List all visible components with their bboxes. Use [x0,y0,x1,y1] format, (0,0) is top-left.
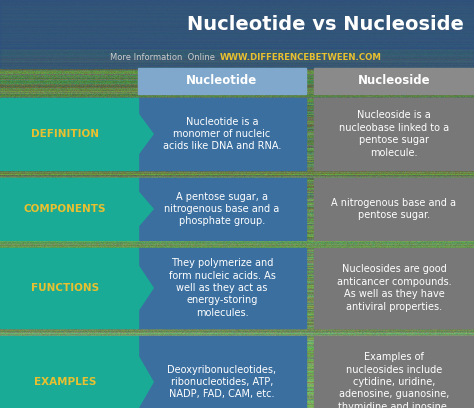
Text: A nitrogenous base and a
pentose sugar.: A nitrogenous base and a pentose sugar. [331,198,456,220]
Polygon shape [4,191,154,228]
Text: COMPONENTS: COMPONENTS [24,204,106,214]
Bar [138,178,306,240]
Text: Nucleotide vs Nucleoside: Nucleotide vs Nucleoside [187,15,464,33]
Text: Examples of
nucleosides include
cytidine, uridine,
adenosine, guanosine,
thymidi: Examples of nucleosides include cytidine… [338,352,450,408]
Text: FUNCTIONS: FUNCTIONS [31,283,99,293]
Bar [138,336,306,408]
Bar [0,178,138,240]
Bar [138,98,306,170]
Text: Nucleoside: Nucleoside [358,75,430,87]
Text: Deoxyribonucleotides,
ribonucleotides, ATP,
NADP, FAD, CAM, etc.: Deoxyribonucleotides, ribonucleotides, A… [167,365,276,399]
Text: Nucleosides are good
anticancer compounds.
As well as they have
antiviral proper: Nucleosides are good anticancer compound… [337,264,451,312]
Bar [314,336,474,408]
Text: Nucleotide: Nucleotide [186,75,258,87]
Text: EXAMPLES: EXAMPLES [34,377,96,387]
Text: Nucleoside is a
nucleobase linked to a
pentose sugar
molecule.: Nucleoside is a nucleobase linked to a p… [339,111,449,157]
Polygon shape [4,264,154,312]
Bar [0,98,138,170]
Bar [314,178,474,240]
Bar [0,336,138,408]
Bar [138,248,306,328]
Bar [138,68,306,94]
Text: They polymerize and
form nucleic acids. As
well as they act as
energy-storing
mo: They polymerize and form nucleic acids. … [169,258,275,318]
Text: Nucleotide is a
monomer of nucleic
acids like DNA and RNA.: Nucleotide is a monomer of nucleic acids… [163,117,281,151]
Bar [314,68,474,94]
Bar [314,248,474,328]
Text: DEFINITION: DEFINITION [31,129,99,139]
Bar [0,0,474,48]
Bar [314,98,474,170]
Text: WWW.DIFFERENCEBETWEEN.COM: WWW.DIFFERENCEBETWEEN.COM [220,53,382,62]
Polygon shape [4,112,154,155]
Polygon shape [4,355,154,408]
Text: A pentose sugar, a
nitrogenous base and a
phosphate group.: A pentose sugar, a nitrogenous base and … [164,192,280,226]
Text: More Information  Online: More Information Online [110,53,215,62]
Bar [0,248,138,328]
Bar [0,48,474,68]
